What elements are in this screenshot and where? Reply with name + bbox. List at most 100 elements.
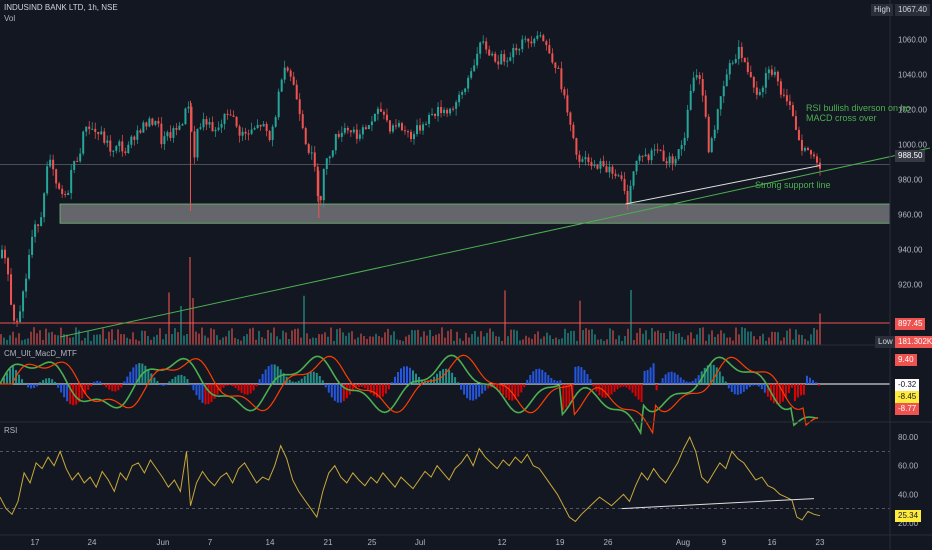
macd-histogram-bar xyxy=(520,384,523,393)
candle-body xyxy=(400,123,403,131)
macd-histogram-bar xyxy=(60,384,63,393)
macd-histogram-bar xyxy=(460,384,463,390)
volume-bar xyxy=(486,332,488,345)
macd-histogram-bar xyxy=(712,364,715,384)
macd-histogram-bar xyxy=(201,384,204,403)
candle-body xyxy=(554,62,557,68)
candle-body xyxy=(298,99,301,115)
candle-body xyxy=(698,75,701,80)
volume-bar xyxy=(114,339,116,345)
candle-body xyxy=(743,57,746,63)
volume-bar xyxy=(12,331,14,345)
candle-body xyxy=(488,49,491,56)
volume-bar xyxy=(792,339,794,345)
candle-body xyxy=(545,41,548,46)
candle-body xyxy=(226,113,229,115)
macd-histogram-bar xyxy=(421,379,424,384)
macd-histogram-bar xyxy=(499,384,502,393)
volume-bar xyxy=(783,337,785,345)
macd-histogram-bar xyxy=(408,367,411,384)
candle-body xyxy=(160,123,163,145)
volume-bar xyxy=(189,257,191,345)
volume-bar xyxy=(30,331,32,345)
volume-bar xyxy=(477,336,479,345)
macd-histogram-bar xyxy=(601,384,604,398)
volume-bar xyxy=(762,333,764,345)
macd-histogram-bar xyxy=(676,374,679,384)
volume-bar xyxy=(804,339,806,345)
macd-histogram-bar xyxy=(264,369,267,384)
candle-body xyxy=(58,183,61,189)
candle-body xyxy=(235,116,238,127)
candle-body xyxy=(434,113,437,117)
volume-bar xyxy=(270,332,272,345)
macd-histogram-bar xyxy=(748,384,751,388)
x-tick-label: 14 xyxy=(266,538,275,547)
volume-bar xyxy=(711,330,713,345)
volume-bar xyxy=(231,328,233,345)
macd-histogram-bar xyxy=(72,384,75,406)
macd-histogram-bar xyxy=(267,366,270,384)
candle-body xyxy=(674,158,677,164)
volume-bar xyxy=(36,333,38,345)
x-tick-label: 21 xyxy=(324,538,333,547)
volume-bar xyxy=(159,328,161,345)
candle-body xyxy=(791,105,794,117)
macd-histogram-bar xyxy=(634,384,637,397)
volume-bar xyxy=(282,330,284,345)
macd-histogram-bar xyxy=(45,378,48,384)
candle-body xyxy=(262,123,265,127)
volume-bars xyxy=(0,257,890,345)
macd-histogram-bar xyxy=(757,384,760,387)
candle-body xyxy=(16,320,19,323)
candle-body xyxy=(175,128,178,130)
volume-bar xyxy=(333,340,335,345)
volume-bar xyxy=(132,332,134,345)
macd-histogram-bar xyxy=(192,384,195,391)
macd-histogram-bar xyxy=(463,384,466,395)
candle-body xyxy=(461,92,464,95)
volume-bar xyxy=(723,333,725,345)
candle-body xyxy=(43,193,46,218)
volume-bar xyxy=(423,331,425,345)
volume-bar xyxy=(147,335,149,345)
candle-body xyxy=(431,113,434,115)
volume-bar xyxy=(534,334,536,345)
candle-body xyxy=(518,49,521,51)
volume-bar xyxy=(183,335,185,345)
macd-histogram-bar xyxy=(48,378,51,384)
candle-body xyxy=(151,118,154,125)
macd-histogram-bar xyxy=(216,384,219,395)
candle-body xyxy=(455,102,458,109)
candle-body xyxy=(232,115,235,117)
candle-body xyxy=(719,96,722,110)
candle-body xyxy=(340,132,343,137)
macd-histogram-bar xyxy=(616,384,619,390)
candle-body xyxy=(145,122,148,127)
volume-bar xyxy=(669,331,671,345)
candle-body xyxy=(620,175,623,179)
candle-body xyxy=(346,127,349,131)
volume-bar xyxy=(51,331,53,345)
volume-bar xyxy=(744,328,746,345)
candle-body xyxy=(238,126,241,136)
candle-body xyxy=(509,57,512,61)
candle-body xyxy=(722,86,725,97)
candle-body xyxy=(644,154,647,157)
volume-bar xyxy=(279,339,281,345)
macd-histogram-bar xyxy=(589,379,592,384)
macd-histogram-bar xyxy=(766,384,769,397)
candle-body xyxy=(220,123,223,128)
x-tick-label: 26 xyxy=(604,538,613,547)
macd-histogram-bar xyxy=(610,384,613,395)
volume-bar xyxy=(636,332,638,345)
volume-bar xyxy=(261,337,263,345)
candle-body xyxy=(686,109,689,138)
candle-body xyxy=(91,128,94,130)
volume-bar xyxy=(747,331,749,345)
candle-body xyxy=(85,126,88,132)
macd-histogram-bar xyxy=(802,384,805,395)
candle-body xyxy=(755,87,758,95)
macd-histogram-bar xyxy=(478,384,481,397)
